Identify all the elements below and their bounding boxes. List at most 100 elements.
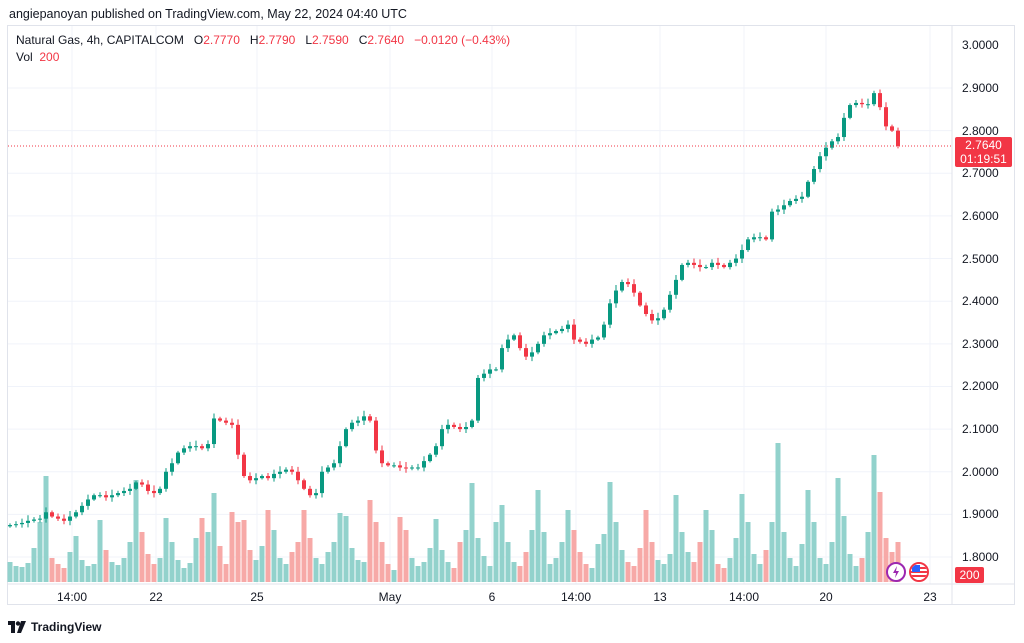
- candle-body: [530, 352, 534, 357]
- candle-body: [350, 422, 354, 430]
- volume-bar: [247, 550, 253, 582]
- candle: [500, 344, 504, 373]
- candle: [266, 473, 270, 481]
- volume-bar: [127, 542, 133, 582]
- candle: [512, 333, 516, 341]
- candle: [368, 413, 372, 423]
- candle-body: [578, 339, 582, 342]
- candle-body: [170, 463, 174, 472]
- volume-bar: [451, 568, 457, 582]
- candle-body: [878, 93, 882, 108]
- candle: [470, 418, 474, 429]
- tradingview-logo-icon: [8, 621, 26, 633]
- grid: [8, 26, 1014, 604]
- volume-bar: [349, 548, 355, 582]
- candle-body: [758, 237, 762, 239]
- time-tick: 14:00: [728, 590, 760, 604]
- volume-bar: [535, 490, 541, 582]
- candle-body: [32, 519, 36, 521]
- candle-body: [812, 169, 816, 182]
- volume-bar: [67, 552, 73, 582]
- candle-body: [404, 467, 408, 469]
- candle-body: [536, 343, 540, 353]
- candle: [890, 124, 894, 133]
- volume-bar: [55, 564, 61, 582]
- candle: [80, 502, 84, 516]
- candle: [158, 486, 162, 495]
- candle: [68, 510, 72, 526]
- candle-body: [470, 420, 474, 427]
- candle: [554, 329, 558, 335]
- candle: [758, 232, 762, 242]
- volume-bar: [373, 522, 379, 582]
- candle: [776, 205, 780, 216]
- candle: [194, 440, 198, 451]
- candle-body: [782, 205, 786, 210]
- volume-bar: [565, 510, 571, 582]
- candle: [740, 244, 744, 263]
- volume-bar: [367, 500, 373, 582]
- volume-bar: [313, 558, 319, 582]
- candle-body: [806, 181, 810, 197]
- volume-bar: [685, 552, 691, 582]
- tradingview-logo[interactable]: TradingView: [8, 620, 101, 634]
- time-tick: May: [378, 590, 402, 604]
- candle-body: [152, 490, 156, 494]
- candle-body: [614, 290, 618, 304]
- time-tick: 20: [819, 590, 833, 604]
- candle-body: [464, 426, 468, 430]
- candle: [182, 445, 186, 455]
- candle: [8, 523, 12, 528]
- volume-bar: [817, 558, 823, 582]
- price-tick: 2.6000: [962, 208, 999, 223]
- candle: [692, 258, 696, 269]
- candle-body: [710, 262, 714, 268]
- volume-bar: [205, 532, 211, 582]
- candle: [626, 278, 630, 288]
- candle-body: [740, 250, 744, 259]
- price-tick: 2.7000: [962, 166, 999, 181]
- candle-body: [410, 467, 414, 469]
- vol-label: Vol: [16, 50, 33, 64]
- volume-bar: [439, 550, 445, 582]
- volume-bar: [391, 570, 397, 582]
- candle: [320, 466, 324, 498]
- volume-bar: [811, 522, 817, 582]
- volume-bar: [745, 522, 751, 582]
- lightning-event-icon[interactable]: [886, 562, 906, 582]
- volume-bar: [307, 538, 313, 582]
- volume-bar: [613, 522, 619, 582]
- candle-body: [344, 429, 348, 447]
- candle: [662, 307, 666, 321]
- candle: [62, 514, 66, 525]
- candle: [464, 422, 468, 434]
- candle-body: [8, 525, 12, 527]
- candle: [416, 463, 420, 471]
- candle-body: [674, 279, 678, 295]
- volume-bar: [763, 550, 769, 582]
- candle-body: [422, 461, 426, 468]
- candle: [236, 419, 240, 460]
- candle: [686, 259, 690, 268]
- candle-body: [692, 262, 696, 265]
- candle-body: [392, 465, 396, 467]
- candle: [854, 99, 858, 108]
- candle-body: [278, 471, 282, 474]
- candle: [656, 312, 660, 325]
- candle: [524, 343, 528, 361]
- volume-bar: [787, 558, 793, 582]
- candle-body: [836, 137, 840, 142]
- close-label: C: [358, 33, 368, 47]
- candle: [680, 263, 684, 282]
- candle: [878, 89, 882, 111]
- candle: [188, 441, 192, 452]
- candle-body: [446, 424, 450, 430]
- candle-body: [608, 303, 612, 325]
- volume-bar: [853, 566, 859, 582]
- us-flag-event-icon[interactable]: [909, 562, 929, 582]
- candle-body: [182, 448, 186, 453]
- volume-bar: [241, 520, 247, 582]
- candle-body: [734, 258, 738, 263]
- candle: [788, 198, 792, 208]
